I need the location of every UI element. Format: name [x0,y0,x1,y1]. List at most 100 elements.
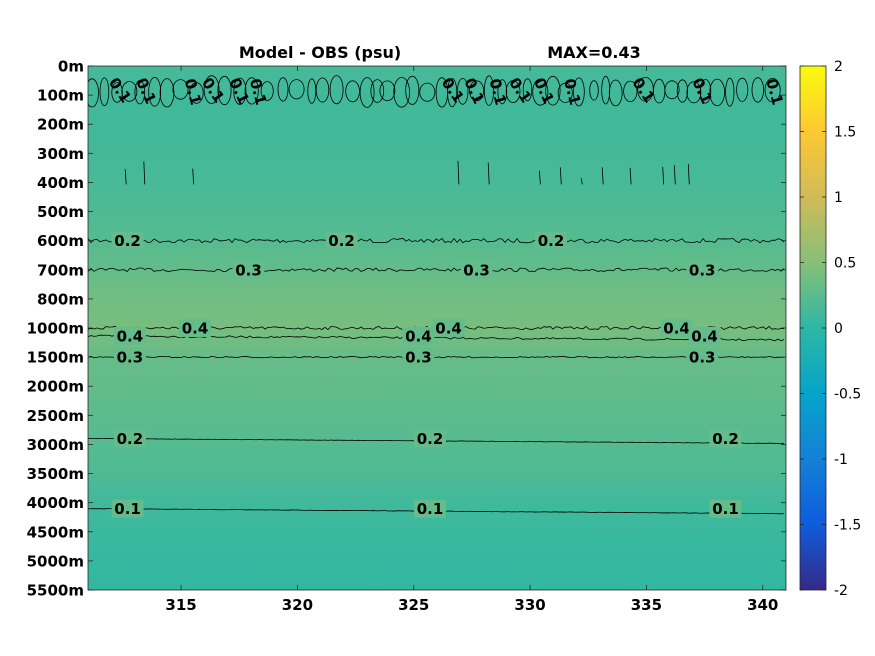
contour-loop [99,77,110,107]
contour-speck [538,170,541,185]
contour-loop [557,82,573,103]
contour-label: 0.3 [463,261,490,279]
contour-label: 0.4 [405,328,432,346]
contour-label-bg [113,327,146,345]
contour-loop [288,79,305,100]
colorbar-tick-label: 1.5 [834,125,856,141]
colorbar-tick-label: 0 [834,321,843,337]
y-tick-label: 1500m [27,349,84,367]
contour-label-bg [402,348,435,367]
contour-speck [580,178,583,185]
contour-loop [447,78,458,108]
chart-title: Model - OBS (psu) [239,43,401,62]
y-tick-label: 2000m [27,378,84,396]
contour-loop [277,77,289,102]
contour-label: 0.3 [689,349,716,367]
contour-label-bg [402,327,435,345]
contour-speck [687,163,690,185]
contour-loop [676,79,689,103]
contour-label: 0.1 [712,500,739,518]
chart-subtitle: MAX=0.43 [547,43,641,62]
contour-speck [673,165,676,185]
contour-label: 0.2 [328,232,355,250]
contour-label: 0.2 [712,430,739,448]
contour-loop [497,79,508,105]
contour-label-bg [686,260,719,279]
contour-loop [419,82,436,102]
contour-loop [532,78,549,106]
contour-loop [393,77,411,108]
contour-label: 0.1 [114,500,141,518]
contour-loop [457,78,469,105]
contour-loop [307,78,317,104]
x-tick-label: 335 [631,596,662,614]
contour-label-bg [535,231,567,250]
contour-label-bg [414,429,446,448]
contour-label: 0.4 [182,320,209,338]
x-tick-label: 330 [514,596,545,614]
contour-loop [483,75,494,106]
colorbar-ticks: 2 1.5 1 0.5 0 -0.5 -1 -1.5 -2 [800,59,861,599]
contour-label: 0.4 [435,320,462,338]
contour-speck [662,166,665,185]
contour-loop [189,82,204,104]
contour-label-bg [460,260,493,279]
x-tick-label: 315 [165,596,196,614]
contour-label: 0.3 [689,261,716,279]
contour-label: 0.2 [538,232,565,250]
contour-loop [345,80,360,103]
y-tick-label: 5500m [27,582,84,600]
contour-label: 0.2 [117,430,144,448]
y-tick-label: 5000m [27,552,84,570]
contour-loop [664,80,680,100]
contour-speck [487,162,490,185]
y-tick-label: 400m [37,174,84,192]
contour-loop [329,75,344,105]
contour-loop [522,78,533,102]
y-axis: 0m 100m 200m 300m 400m 500m 600m 700m 800m 1000m 1… [27,58,786,600]
contour-loop [608,79,623,107]
contour-label-bg [686,348,719,367]
contour-loop [134,80,146,105]
y-tick-label: 500m [37,203,84,221]
contour-loop [686,81,702,104]
contour-loop [725,77,735,107]
contour-label-bg [232,260,265,279]
plot-area: 0.2 0.2 0.20.3 0.3 0.30.4 0.4 0.40.4 0.4 0.40.3 0… [87,65,787,591]
contour-label: 0.4 [663,320,690,338]
contour-label-bg [709,499,742,518]
y-tick-label: 3000m [27,436,84,454]
contour-loop [405,75,420,105]
contour-loop [172,79,189,100]
contour-line [88,355,785,359]
contour-label-bg [709,429,742,448]
x-tick-label: 325 [398,596,429,614]
y-tick-label: 3500m [27,465,84,483]
contour-loop [379,80,396,102]
x-tick-label: 340 [747,596,778,614]
colorbar-tick-label: -2 [834,583,848,599]
y-tick-label: 700m [37,261,84,279]
contour-speck [124,169,127,185]
contour-label-bg [432,319,465,337]
contour-loop [505,80,521,103]
y-tick-label: 1000m [27,320,84,338]
colorbar-tick-label: -1 [834,452,848,468]
contour-loop [121,81,138,102]
contour-loop [589,80,599,101]
y-tick-label: 100m [37,87,84,105]
contour-label: 0.4 [691,328,718,346]
contour-loop [233,77,247,105]
contour-loop [370,79,385,103]
contour-label: 0.2 [114,232,141,250]
contour-line [88,237,785,244]
contour-speck [143,161,146,185]
y-tick-label: 4000m [27,494,84,512]
y-tick-label: 2500m [27,407,84,425]
contour-label: 0.4 [117,328,144,346]
contour-loop [159,78,175,108]
contour-loop [573,77,585,107]
x-axis: 315 320 325 330 335 340 [165,66,778,614]
contour-loop [111,82,123,103]
